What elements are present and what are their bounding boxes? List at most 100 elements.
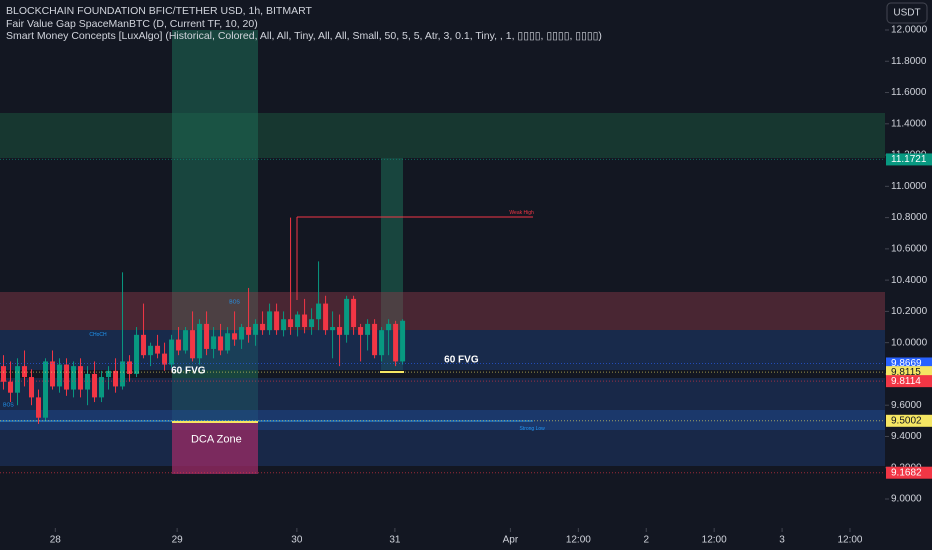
zone-blue [0, 410, 885, 430]
candle-body [239, 327, 245, 340]
candle-body [197, 323, 203, 359]
candle-body [330, 327, 336, 331]
candle-body [120, 361, 126, 387]
candle-body [351, 298, 357, 328]
annotation: Strong Low [519, 426, 545, 432]
zone-blue [0, 378, 885, 466]
candle-body [57, 364, 63, 387]
y-tick-label: 9.4000 [891, 431, 922, 442]
candle-body [302, 314, 308, 328]
x-tick-label: 12:00 [702, 535, 727, 546]
annotation: DCA Zone [191, 433, 242, 445]
price-label-bg [886, 375, 932, 388]
y-tick-label: 10.0000 [891, 337, 928, 348]
x-tick-label: 12:00 [566, 535, 591, 546]
candle-body [316, 303, 322, 320]
y-tick-label: 11.4000 [891, 118, 927, 129]
candle-body [267, 311, 273, 331]
x-tick-label: 2 [643, 535, 649, 546]
candle-body [281, 319, 287, 331]
candle-body [365, 323, 371, 335]
y-tick-label: 11.0000 [891, 181, 927, 192]
candle-body [260, 323, 266, 331]
candle-body [246, 327, 252, 335]
candle-body [155, 345, 161, 354]
candle-body [393, 323, 399, 362]
candle-body [218, 336, 224, 351]
candle-body [64, 364, 70, 390]
price-label: 9.8669 [891, 358, 922, 369]
candle-body [379, 330, 385, 356]
candle-body [162, 353, 168, 365]
candle-body [85, 373, 91, 390]
price-label: 9.1682 [891, 467, 922, 478]
zone-vertical [381, 158, 403, 370]
y-tick-label: 10.8000 [891, 212, 928, 223]
y-tick-label: 10.2000 [891, 306, 928, 317]
candle-body [134, 334, 140, 374]
candle-body [50, 361, 56, 387]
y-tick-label: 10.4000 [891, 275, 928, 286]
price-axis [885, 0, 932, 550]
candle-body [309, 319, 315, 328]
candle-body [232, 333, 238, 340]
candle-body [400, 320, 406, 362]
price-label-bg [886, 414, 932, 427]
zone-blue [0, 330, 885, 370]
price-label-bg [886, 153, 932, 166]
annotation: 60 FVG [444, 355, 479, 366]
candle-body [43, 361, 49, 418]
candle-body [211, 336, 217, 349]
y-tick-label: 9.0000 [891, 494, 922, 505]
candle-body [29, 377, 35, 398]
candle-body [36, 397, 42, 418]
zone-green [0, 113, 885, 158]
candle-body [127, 361, 133, 374]
candle-body [344, 298, 350, 335]
candle-body [253, 323, 259, 335]
price-label: 11.1721 [891, 154, 927, 165]
price-label-bg [886, 466, 932, 479]
candle-body [183, 330, 189, 351]
candle-body [337, 327, 343, 335]
y-tick-label: 11.6000 [891, 87, 927, 98]
y-tick-label: 9.6000 [891, 400, 922, 411]
x-tick-label: 29 [172, 535, 184, 546]
x-tick-label: 28 [50, 535, 62, 546]
candle-body [323, 303, 329, 331]
x-tick-label: 3 [779, 535, 785, 546]
x-tick-label: 30 [291, 535, 303, 546]
currency-button[interactable] [886, 2, 928, 24]
price-label-bg [886, 366, 932, 379]
annotation: CHoCH [89, 332, 107, 338]
price-label: 9.5002 [891, 415, 922, 426]
candle-body [169, 339, 175, 365]
x-tick-label: 12:00 [837, 535, 862, 546]
x-tick-label: Apr [503, 535, 519, 546]
candle-body [92, 373, 98, 398]
y-tick-label: 12.0000 [891, 25, 928, 36]
currency[interactable]: USDT [893, 8, 920, 19]
candle-body [288, 319, 294, 328]
candle-body [113, 370, 119, 387]
price-label: 9.8115 [891, 367, 921, 378]
zone-red [0, 292, 885, 330]
annotation: BOS [229, 299, 240, 305]
candle-body [225, 333, 231, 351]
price-label: 9.8114 [891, 376, 921, 387]
candle-body [274, 311, 280, 331]
candle-body [204, 323, 210, 349]
candle-body [190, 330, 196, 359]
candle-body [106, 370, 112, 378]
annotation: 60 FVG [171, 365, 206, 376]
y-tick-label: 11.8000 [891, 56, 927, 67]
chart-title: BLOCKCHAIN FOUNDATION BFIC/TETHER USD, 1… [6, 5, 312, 17]
candle-body [1, 366, 7, 382]
x-tick-label: 31 [389, 535, 401, 546]
candle-body [22, 366, 28, 378]
candle-body [372, 323, 378, 356]
candle-body [141, 334, 147, 356]
y-tick-label: 10.6000 [891, 244, 928, 255]
